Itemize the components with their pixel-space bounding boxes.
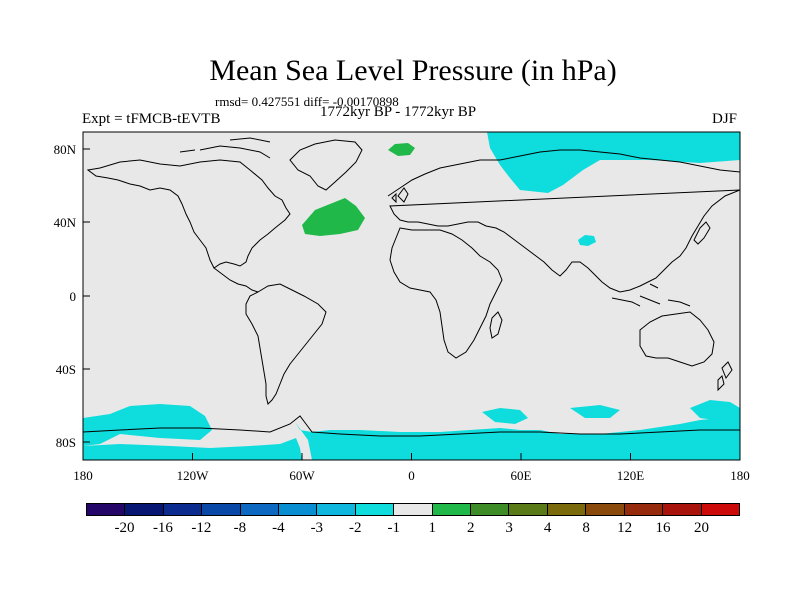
colorbar-segment	[586, 504, 625, 515]
colorbar-label: 1	[428, 520, 436, 536]
x-tick-label: 180	[73, 468, 93, 483]
coast-north-america	[86, 159, 291, 269]
y-tick-labels: 80N 40N 0 40S 80S	[54, 142, 77, 450]
colorbar-label: 8	[582, 520, 590, 536]
anomaly-region-north-asia	[487, 132, 740, 193]
colorbar-label: -16	[152, 520, 173, 536]
x-tick-label: 180	[730, 468, 750, 483]
colorbar-segment	[125, 504, 164, 515]
y-tick-label: 80S	[56, 435, 76, 450]
coast-japan	[693, 221, 711, 245]
coast-eurasia	[387, 149, 740, 293]
coast-africa	[389, 227, 503, 359]
colorbar-label: -4	[272, 520, 285, 536]
colorbar-label: -1	[387, 520, 401, 536]
anomaly-region-tibet	[578, 235, 596, 246]
anomaly-region-indian-ocean	[570, 405, 620, 418]
colorbar-label: 16	[655, 520, 671, 536]
colorbar-segment	[163, 504, 203, 515]
coast-new-zealand	[717, 361, 733, 392]
colorbar-segment	[317, 504, 356, 515]
colorbar-segment	[279, 504, 318, 515]
colorbar-segment	[202, 504, 241, 515]
colorbar-segment	[547, 504, 587, 515]
anomaly-region-australia-south	[690, 400, 740, 420]
x-tick-label: 60W	[289, 468, 315, 483]
experiment-label: Expt = tFMCB-tEVTB	[82, 111, 221, 127]
colorbar-label: -20	[114, 520, 135, 536]
anomaly-region-greenland-east	[388, 143, 415, 156]
anomaly-region-antarctic-ocean	[83, 418, 740, 460]
coast-antarctica	[83, 415, 740, 437]
colorbar-label: -3	[310, 520, 324, 536]
x-tick-label: 60E	[511, 468, 532, 483]
tick-marks	[82, 148, 741, 460]
anomaly-region-north-atlantic	[302, 198, 365, 236]
coast-madagascar	[489, 311, 503, 339]
season-label: DJF	[712, 111, 738, 127]
y-tick-label: 40S	[56, 362, 76, 377]
anomaly-region-south-atlantic	[482, 408, 528, 424]
colorbar-labels: -20 -16 -12 -8 -4 -3 -2 -1 1 2 3 4 8 12 16 20	[86, 520, 740, 540]
x-tick-label: 0	[408, 468, 415, 483]
colorbar-label: 20	[694, 520, 710, 536]
colorbar-label: -12	[191, 520, 212, 536]
coast-central-america	[213, 267, 259, 293]
x-tick-label: 120W	[177, 468, 210, 483]
colorbar-label: 2	[466, 520, 475, 536]
colorbar-segment	[509, 504, 548, 515]
coast-indonesia	[611, 283, 691, 307]
colorbar-segment	[87, 504, 126, 515]
colorbar-label: 12	[617, 520, 633, 536]
colorbar-segment	[471, 504, 510, 515]
coast-british-isles	[391, 187, 409, 204]
colorbar-label: -2	[349, 520, 362, 536]
colorbar-label: 4	[543, 520, 552, 536]
y-tick-label: 80N	[54, 142, 77, 157]
x-tick-labels: 180 120W 60W 0 60E 120E 180	[73, 468, 750, 483]
colorbar-segment	[701, 504, 739, 515]
x-tick-label: 120E	[617, 468, 645, 483]
period-label: 1772kyr BP - 1772kyr BP	[320, 104, 477, 120]
colorbar-segment	[432, 504, 472, 515]
coast-south-america	[245, 283, 327, 405]
map-title: Mean Sea Level Pressure (in hPa)	[209, 54, 617, 87]
coastlines	[83, 137, 740, 437]
colorbar-label: -8	[233, 520, 247, 536]
colorbar-segment	[663, 504, 702, 515]
colorbar-segment	[240, 504, 280, 515]
coast-greenland	[289, 139, 363, 191]
stats-text: rmsd= 0.427551 diff= -0.00170898	[215, 94, 399, 109]
colorbar-segment	[394, 504, 433, 515]
colorbar	[86, 503, 740, 516]
colorbar-segment	[355, 504, 395, 515]
map-background	[83, 132, 740, 460]
coast-australia	[639, 311, 715, 367]
anomaly-region-south-pacific	[83, 404, 212, 446]
colorbar-label: 3	[505, 520, 513, 536]
coast-canadian-arctic	[179, 137, 271, 159]
y-tick-label: 40N	[54, 215, 77, 230]
y-tick-label: 0	[70, 289, 77, 304]
colorbar-segment	[624, 504, 664, 515]
